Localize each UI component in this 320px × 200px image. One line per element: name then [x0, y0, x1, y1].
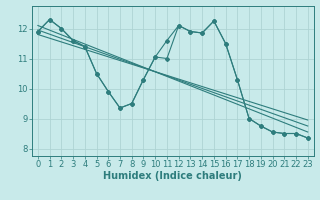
X-axis label: Humidex (Indice chaleur): Humidex (Indice chaleur)	[103, 171, 242, 181]
